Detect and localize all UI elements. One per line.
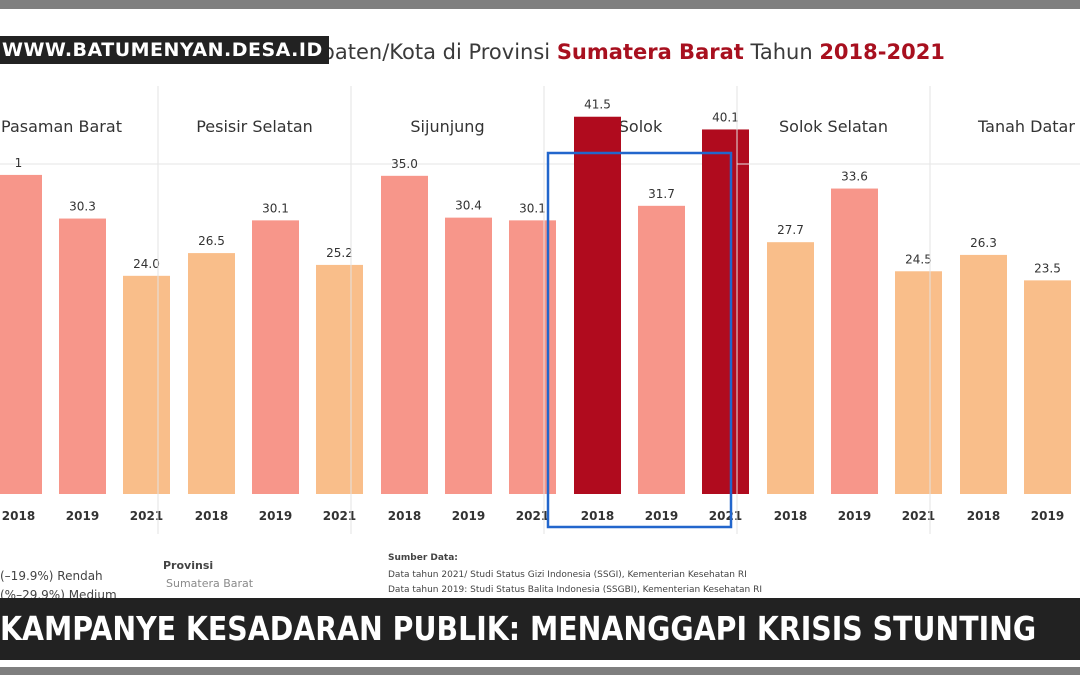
bar-tanah-datar-2018	[960, 254, 1007, 494]
panel-solok: Solok 41.5 2018 31.7 2019 40.1 2021	[543, 86, 749, 534]
panel-name-tanah-datar: Tanah Datar	[977, 117, 1075, 136]
year-label-solok-2018: 2018	[581, 509, 614, 523]
year-label-sijunjung-2018: 2018	[388, 509, 421, 523]
bar-solok-2021	[702, 129, 749, 495]
bar-pesisir-selatan-2018	[188, 253, 235, 494]
year-label-solok-2019: 2019	[645, 509, 678, 523]
bar-solok-2018	[574, 116, 621, 495]
bar-tanah-datar-2019	[1024, 280, 1071, 494]
panel-name-pesisir-selatan: Pesisir Selatan	[196, 117, 313, 136]
chart-svg: ...abupaten/Kota di Provinsi Sumatera Ba…	[0, 40, 1080, 602]
bar-pesisir-selatan-2021	[316, 264, 363, 494]
year-label-solok-selatan-2019: 2019	[838, 509, 871, 523]
value-label-pasaman-barat-2021: 24.0	[133, 257, 160, 271]
value-label-pesisir-selatan-2021: 25.2	[326, 246, 353, 260]
year-label-pesisir-selatan-2018: 2018	[195, 509, 228, 523]
panel-pesisir-selatan: Pesisir Selatan 26.5 2018 30.1 2019 25.2 2021	[157, 86, 363, 534]
chart-frame: ...abupaten/Kota di Provinsi Sumatera Ba…	[0, 9, 1080, 667]
chart-legend: (–19.9%) Rendah (%–29.9%) Medium Provins…	[0, 559, 254, 602]
value-label-tanah-datar-2019: 23.5	[1034, 261, 1061, 275]
bar-pesisir-selatan-2019	[252, 220, 299, 494]
panel-sijunjung: Sijunjung 35.0 2018 30.4 2019 30.1 2021	[350, 86, 556, 534]
legend-province-heading: Provinsi	[163, 559, 213, 572]
year-label-pesisir-selatan-2019: 2019	[259, 509, 292, 523]
headline-text: KAMPANYE KESADARAN PUBLIK: MENANGGAPI KR…	[0, 609, 1037, 648]
source-line-1: Data tahun 2021/ Studi Status Gizi Indon…	[388, 570, 747, 580]
year-label-pasaman-barat-2019: 2019	[66, 509, 99, 523]
title-province: Sumatera Barat	[557, 40, 744, 64]
panel-name-solok: Solok	[619, 117, 663, 136]
year-label-pasaman-barat-2018: 2018	[2, 509, 35, 523]
value-label-pesisir-selatan-2018: 26.5	[198, 234, 225, 248]
year-label-tanah-datar-2019: 2019	[1031, 509, 1064, 523]
value-label-solok-2018: 41.5	[584, 98, 611, 112]
year-label-sijunjung-2019: 2019	[452, 509, 485, 523]
year-label-solok-2021: 2021	[709, 509, 742, 523]
value-label-pasaman-barat-2019: 30.3	[69, 200, 96, 214]
legend-province-value: Sumatera Barat	[166, 577, 254, 590]
year-label-solok-selatan-2021: 2021	[902, 509, 935, 523]
bar-solok-selatan-2019	[831, 188, 878, 494]
year-label-solok-selatan-2018: 2018	[774, 509, 807, 523]
bar-solok-selatan-2018	[767, 242, 814, 494]
bar-solok-2019	[638, 205, 685, 494]
panel-name-sijunjung: Sijunjung	[410, 117, 484, 136]
panel-solok-selatan: Solok Selatan 27.7 2018 33.6 2019 24.5 2021	[736, 86, 942, 534]
panel-pasaman-barat: Pasaman Barat 1 2018 30.3 2019 24.0 2021	[0, 117, 170, 523]
bar-pasaman-barat-2018	[0, 174, 42, 494]
value-label-pasaman-barat-2018: 1	[15, 156, 23, 170]
title-mid: Tahun	[744, 40, 820, 64]
year-label-tanah-datar-2018: 2018	[967, 509, 1000, 523]
year-label-pesisir-selatan-2021: 2021	[323, 509, 356, 523]
value-label-sijunjung-2021: 30.1	[519, 201, 546, 215]
bar-pasaman-barat-2019	[59, 218, 106, 494]
panel-name-solok-selatan: Solok Selatan	[779, 117, 888, 136]
value-label-solok-selatan-2021: 24.5	[905, 252, 932, 266]
highlight-box-solok	[546, 151, 733, 529]
svg-text:...abupaten/Kota di Provinsi S: ...abupaten/Kota di Provinsi Sumatera Ba…	[262, 40, 945, 64]
bar-pasaman-barat-2021	[123, 275, 170, 494]
year-label-sijunjung-2021: 2021	[516, 509, 549, 523]
bar-sijunjung-2018	[381, 175, 428, 494]
year-label-pasaman-barat-2021: 2021	[130, 509, 163, 523]
value-label-solok-2021: 40.1	[712, 110, 739, 124]
title-years: 2018-2021	[819, 40, 945, 64]
bar-sijunjung-2019	[445, 217, 492, 495]
value-label-solok-selatan-2018: 27.7	[777, 223, 804, 237]
value-label-solok-selatan-2019: 33.6	[841, 170, 868, 184]
value-label-pesisir-selatan-2019: 30.1	[262, 201, 289, 215]
source-heading: Sumber Data:	[388, 553, 458, 563]
value-label-solok-2019: 31.7	[648, 187, 675, 201]
value-label-sijunjung-2019: 30.4	[455, 199, 482, 213]
headline-bar: KAMPANYE KESADARAN PUBLIK: MENANGGAPI KR…	[0, 598, 1080, 660]
panel-name-pasaman-barat: Pasaman Barat	[1, 117, 122, 136]
value-label-sijunjung-2018: 35.0	[391, 157, 418, 171]
value-label-tanah-datar-2018: 26.3	[970, 236, 997, 250]
bar-solok-selatan-2021	[895, 271, 942, 494]
chart-title: ...abupaten/Kota di Provinsi Sumatera Ba…	[262, 40, 945, 64]
site-url-banner: WWW.BATUMENYAN.DESA.ID	[0, 36, 329, 64]
source-line-2: Data tahun 2019: Studi Status Balita Ind…	[388, 585, 762, 595]
chart-panels: Pasaman Barat1201830.3201924.02021Pesisi…	[0, 86, 1080, 534]
chart-source: Sumber Data: Data tahun 2021/ Studi Stat…	[388, 553, 762, 595]
legend-item-low: (–19.9%) Rendah	[0, 569, 103, 583]
